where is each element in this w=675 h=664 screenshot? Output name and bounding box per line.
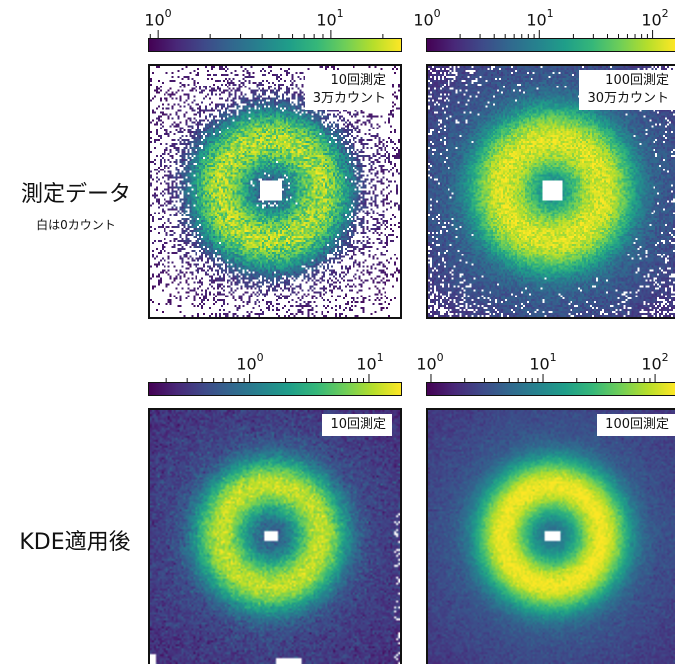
annotation-line: 100回測定 <box>605 73 669 88</box>
row-title-measured: 測定データ <box>20 182 131 207</box>
colorbar-ticks <box>149 30 384 38</box>
colorbar-tick-label: 101 <box>316 7 344 30</box>
annotation-box: 10回測定 <box>322 414 392 436</box>
heatmap-canvas <box>428 410 675 664</box>
annotation-line: 3万カウント <box>312 91 386 106</box>
colorbar <box>148 38 402 52</box>
row-title-kde: KDE適用後 <box>19 530 131 555</box>
colorbar-tick-label: 102 <box>641 7 669 30</box>
colorbar-tick-label: 100 <box>236 351 264 374</box>
annotation-line: 100回測定 <box>605 417 669 432</box>
row-subtitle-measured: 白は0カウント <box>36 218 116 232</box>
annotation-box: 10回測定 3万カウント <box>304 70 392 110</box>
colorbar-tick-label: 101 <box>356 351 384 374</box>
annotation-line: 10回測定 <box>330 417 386 432</box>
colorbar-tick-label: 100 <box>144 7 172 30</box>
heatmap-panel: 100回測定 30万カウント <box>426 64 675 319</box>
heatmap-panel: 10回測定 3万カウント <box>148 64 402 319</box>
colorbar-ticks <box>165 374 370 382</box>
colorbar-ticks <box>459 30 654 38</box>
heatmap-panel: 10回測定 <box>148 408 402 664</box>
row-label-kde: KDE適用後 <box>4 524 146 556</box>
heatmap-canvas <box>150 410 400 664</box>
colorbar-tick-label: 100 <box>416 351 444 374</box>
colorbar-tick-label: 101 <box>526 7 554 30</box>
row-label-measured: 測定データ 白は0カウント <box>6 176 146 233</box>
colorbar-tick-label: 100 <box>413 7 441 30</box>
annotation-line: 10回測定 <box>330 73 386 88</box>
annotation-box: 100回測定 <box>597 414 675 436</box>
colorbar-ticks <box>430 374 656 382</box>
annotation-line: 30万カウント <box>587 91 669 106</box>
colorbar-tick-label: 101 <box>529 351 557 374</box>
colorbar <box>426 38 675 52</box>
heatmap-panel: 100回測定 <box>426 408 675 664</box>
colorbar <box>148 382 402 396</box>
colorbar <box>426 382 675 396</box>
colorbar-tick-label: 102 <box>641 351 669 374</box>
annotation-box: 100回測定 30万カウント <box>579 70 675 110</box>
